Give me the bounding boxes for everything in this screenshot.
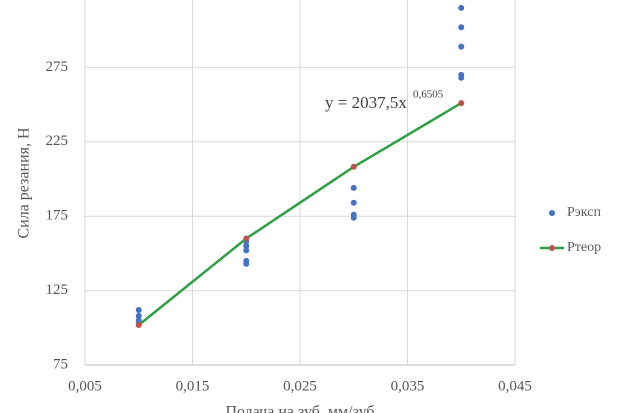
point [458, 100, 465, 107]
legend-label: Pтеор [567, 240, 601, 255]
legend-label: Pэксп [567, 205, 601, 220]
annotation: y = 2037,5x [325, 93, 407, 112]
point [135, 312, 142, 319]
y-tick-label: 275 [46, 59, 69, 75]
point [458, 74, 465, 81]
point [350, 214, 357, 221]
point [350, 184, 357, 191]
y-tick-label: 175 [46, 208, 69, 224]
theory-line [137, 102, 462, 326]
point [458, 24, 465, 31]
annotation-exponent: 0,6505 [413, 89, 444, 101]
point [243, 260, 250, 267]
y-axis-label: Сила резания, Н [16, 127, 33, 239]
x-axis-label: Подача на зуб, мм/зуб [225, 404, 374, 413]
x-tick-label: 0,025 [283, 378, 317, 394]
point [350, 199, 357, 206]
point [243, 235, 250, 242]
x-tick-label: 0,015 [176, 378, 210, 394]
point [243, 247, 250, 254]
y-tick-label: 75 [53, 356, 68, 372]
point [350, 163, 357, 170]
point [458, 43, 465, 50]
x-tick-label: 0,045 [498, 378, 532, 394]
point [135, 306, 142, 313]
y-tick-label: 225 [46, 133, 69, 149]
legend-marker [549, 210, 555, 216]
legend-marker [549, 245, 555, 251]
x-tick-label: 0,035 [391, 378, 425, 394]
x-tick-label: 0,005 [68, 378, 102, 394]
point [243, 242, 250, 249]
point [458, 4, 465, 11]
point [135, 321, 142, 328]
y-tick-label: 125 [46, 282, 69, 298]
